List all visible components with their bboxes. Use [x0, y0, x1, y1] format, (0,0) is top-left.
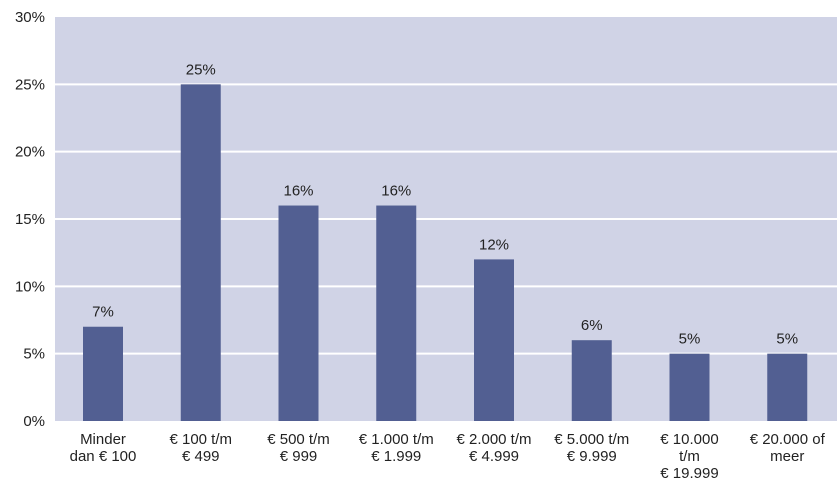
bar	[376, 205, 417, 421]
x-category-label: € 9.999	[567, 448, 617, 465]
y-tick-label: 30%	[15, 9, 45, 26]
x-category-label: € 500 t/m	[267, 431, 330, 448]
data-label: 5%	[776, 331, 798, 348]
x-category-label: t/m	[679, 448, 700, 465]
x-category-label: € 4.999	[469, 448, 519, 465]
data-labels: 7% 25% 16% 16% 12% 6% 5% 5%	[92, 61, 798, 347]
data-label: 12%	[479, 236, 509, 253]
bar	[669, 353, 710, 421]
bar	[571, 340, 612, 421]
y-axis: 0% 5% 10% 15% 20% 25% 30%	[15, 9, 45, 430]
x-category-label: € 100 t/m	[169, 431, 232, 448]
y-tick-label: 15%	[15, 211, 45, 228]
bar	[767, 353, 808, 421]
x-category-label: € 999	[280, 448, 318, 465]
x-category-label: € 499	[182, 448, 220, 465]
y-tick-label: 5%	[23, 346, 45, 363]
y-tick-label: 10%	[15, 278, 45, 295]
bar	[83, 326, 123, 421]
data-label: 16%	[283, 183, 313, 200]
bar	[474, 259, 514, 421]
data-label: 7%	[92, 304, 114, 321]
y-tick-label: 20%	[15, 144, 45, 161]
bar	[180, 84, 221, 421]
x-category-label: € 20.000 of	[750, 431, 826, 448]
bars	[83, 84, 808, 421]
x-category-label: € 5.000 t/m	[554, 431, 629, 448]
bar	[278, 205, 319, 421]
data-label: 25%	[186, 61, 216, 78]
x-category-label: Minder	[80, 431, 126, 448]
data-label: 5%	[679, 331, 701, 348]
x-category-label: dan € 100	[70, 448, 137, 465]
x-category-label: € 1.999	[371, 448, 421, 465]
x-category-label: € 2.000 t/m	[456, 431, 531, 448]
y-tick-label: 0%	[23, 413, 45, 430]
data-label: 16%	[381, 183, 411, 200]
data-label: 6%	[581, 317, 603, 334]
x-category-label: € 1.000 t/m	[359, 431, 434, 448]
x-category-label: € 19.999	[660, 465, 718, 482]
x-category-label: € 10.000	[660, 431, 718, 448]
y-tick-label: 25%	[15, 76, 45, 93]
x-category-label: meer	[770, 448, 804, 465]
